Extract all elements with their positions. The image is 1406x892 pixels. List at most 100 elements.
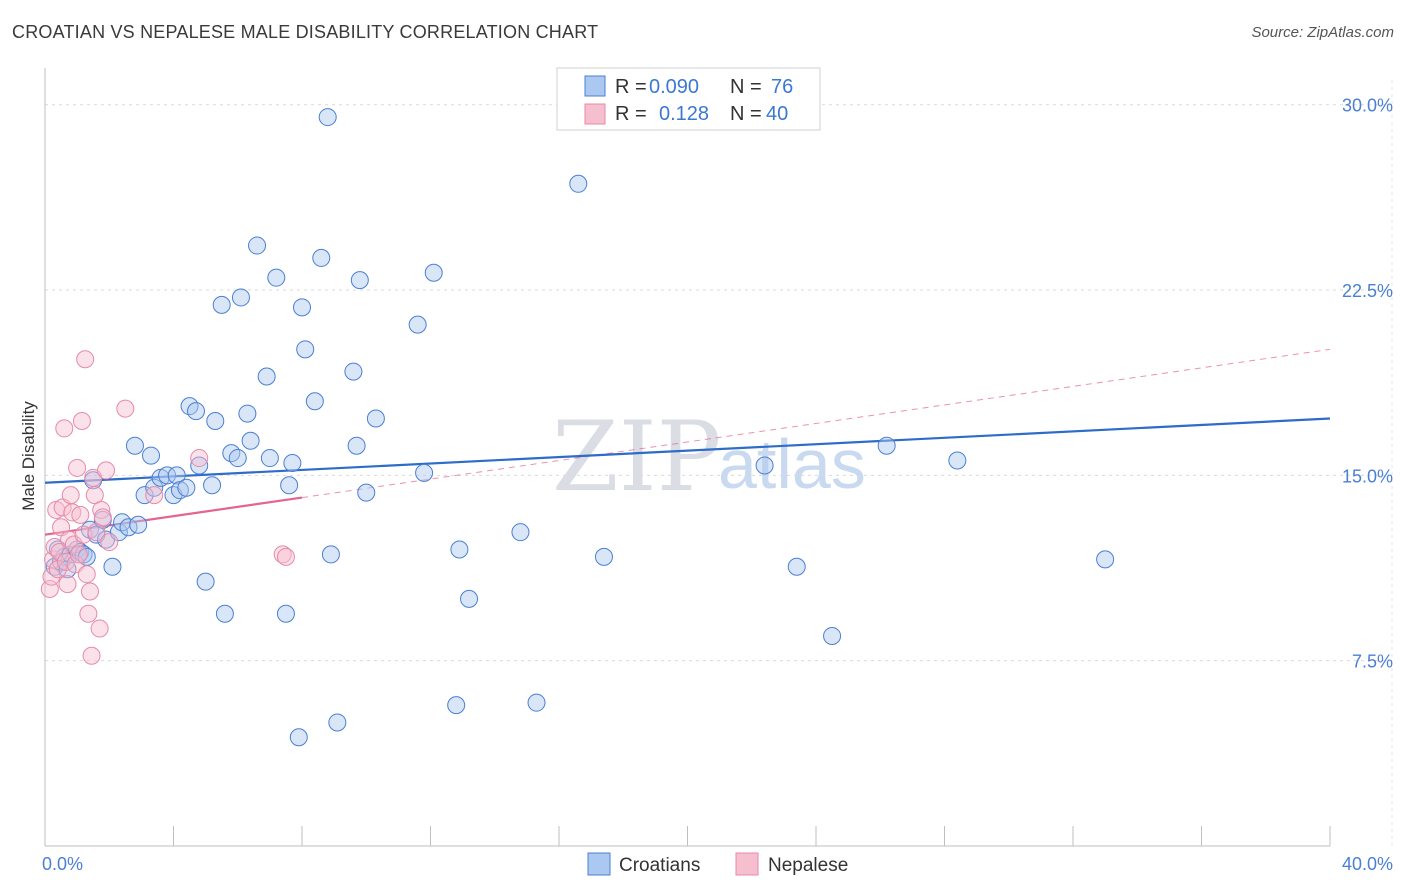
nepalese-point-29 [87,523,106,542]
gridlines [45,80,1393,846]
croatians-point-20 [129,515,148,534]
nepalese-point-35 [116,399,135,418]
trendlines [44,348,1331,536]
bottom-legend-nepalese-label: Nepalese [768,855,848,876]
nepalese-point-24 [79,604,98,623]
croatians-point-76 [877,436,896,455]
croatians-point-29 [177,478,196,497]
croatians-point-43 [248,236,267,255]
x-tick-label-0: 0.0% [42,854,83,874]
nepalese-point-12 [60,530,79,549]
croatians-point-48 [280,476,299,495]
nepalese-point-26 [82,646,101,665]
nepalese-point-34 [100,533,119,552]
croatians-point-36 [212,295,231,314]
croatians-point-32 [190,456,209,475]
nepalese-point-20 [72,411,91,430]
croatians-point-27 [167,466,186,485]
croatians-point-71 [569,174,588,193]
croatians-point-41 [238,404,257,423]
nepalese-point-19 [71,505,90,524]
nepalese-points [40,350,295,665]
legend-croatians-n-value: 76 [771,76,793,98]
croatians-point-35 [206,411,225,430]
y-tick-label-2: 22.5% [1342,281,1393,301]
croatians-point-74 [787,557,806,576]
croatians-point-51 [293,298,311,317]
nepalese-point-28 [85,486,104,505]
croatians-points [45,108,1115,747]
croatians-point-63 [408,315,427,334]
croatians-point-16 [109,523,128,542]
legend-nepalese-r-value: 0.128 [659,103,709,125]
nepalese-point-6 [50,542,69,561]
croatians-point-64 [415,463,434,482]
nepalese-trendline-extended [301,348,1331,499]
legend-nepalese-n-value: 40 [766,103,788,125]
legend-croatians-r-value: 0.090 [649,76,699,98]
croatians-point-34 [203,476,222,495]
nepalese-point-18 [69,545,88,564]
legend-croatians-swatch [584,75,606,97]
croatians-point-22 [142,446,161,465]
legend-croatians-n-label: N = [730,76,762,98]
bottom-legend-croatians-label: Croatians [619,855,700,876]
croatians-trendline [44,417,1331,484]
nepalese-trendline [44,496,303,536]
croatians-point-69 [511,523,530,542]
croatians-point-65 [424,263,443,282]
croatians-point-39 [228,449,247,468]
croatians-point-57 [328,713,347,732]
croatians-point-50 [289,728,308,747]
croatians-point-46 [267,268,286,287]
source-label: Source: ZipAtlas.com [1251,24,1394,41]
y-axis-label: Male Disability [19,401,38,511]
croatians-point-67 [450,540,469,559]
nepalese-point-36 [145,486,164,505]
croatians-point-44 [257,367,276,386]
legend-nepalese-swatch [584,103,606,125]
croatians-point-40 [231,288,250,307]
series-legend: Croatians Nepalese [587,852,848,876]
croatians-point-25 [158,466,177,485]
croatians-point-68 [460,589,479,608]
croatians-point-33 [196,572,215,591]
croatians-point-53 [305,392,324,411]
nepalese-point-25 [80,582,99,601]
croatians-point-55 [318,108,337,127]
croatians-point-58 [344,362,363,381]
croatians-point-21 [135,486,154,505]
nepalese-point-33 [97,461,116,480]
croatians-point-49 [283,454,302,472]
bottom-legend-nepalese-swatch [735,852,759,876]
croatians-point-66 [447,696,466,715]
nepalese-point-32 [93,508,112,527]
croatians-point-19 [125,436,144,455]
nepalese-point-9 [55,419,74,438]
nepalese-point-3 [45,538,64,557]
croatians-point-45 [260,449,279,468]
axes [44,68,1331,847]
croatians-point-75 [823,626,842,645]
watermark-atlas: atlas [718,425,866,503]
legend-nepalese-n-label: N = [730,103,762,125]
croatians-point-70 [527,693,546,712]
nepalese-point-17 [68,458,87,477]
croatians-point-60 [350,271,369,290]
croatians-point-56 [321,545,340,564]
croatians-point-62 [366,409,385,428]
croatians-point-72 [594,547,613,566]
nepalese-point-23 [77,565,96,584]
croatians-point-59 [347,436,366,455]
nepalese-point-11 [58,575,77,594]
chart-title: CROATIAN VS NEPALESE MALE DISABILITY COR… [12,22,599,42]
nepalese-point-37 [190,449,209,468]
y-tick-label-3: 30.0% [1342,96,1393,116]
nepalese-point-15 [64,535,83,554]
nepalese-point-39 [276,547,295,566]
nepalese-point-31 [92,500,111,519]
nepalese-point-13 [61,486,80,505]
croatians-point-54 [312,248,331,267]
croatians-point-77 [948,451,967,470]
